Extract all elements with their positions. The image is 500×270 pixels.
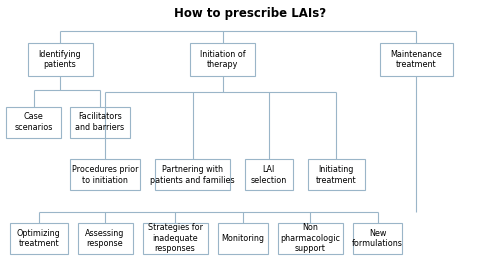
FancyBboxPatch shape <box>28 43 92 76</box>
Text: Optimizing
treatment: Optimizing treatment <box>17 229 60 248</box>
FancyBboxPatch shape <box>10 223 68 254</box>
Text: Initiation of
therapy: Initiation of therapy <box>200 50 246 69</box>
FancyBboxPatch shape <box>218 223 268 254</box>
Text: Partnering with
patients and families: Partnering with patients and families <box>150 165 235 184</box>
FancyBboxPatch shape <box>278 223 342 254</box>
FancyBboxPatch shape <box>70 159 140 190</box>
Text: Monitoring: Monitoring <box>221 234 264 243</box>
Text: New
formulations: New formulations <box>352 229 403 248</box>
Text: Case
scenarios: Case scenarios <box>14 113 52 132</box>
FancyBboxPatch shape <box>352 223 403 254</box>
Text: Procedures prior
to initiation: Procedures prior to initiation <box>72 165 138 184</box>
FancyBboxPatch shape <box>308 159 365 190</box>
Text: LAI
selection: LAI selection <box>250 165 287 184</box>
Text: Maintenance
treatment: Maintenance treatment <box>390 50 442 69</box>
FancyBboxPatch shape <box>245 159 292 190</box>
Text: Initiating
treatment: Initiating treatment <box>316 165 356 184</box>
Text: Strategies for
inadequate
responses: Strategies for inadequate responses <box>148 223 203 253</box>
FancyBboxPatch shape <box>190 43 255 76</box>
Text: Facilitators
and barriers: Facilitators and barriers <box>76 113 124 132</box>
FancyBboxPatch shape <box>155 159 230 190</box>
FancyBboxPatch shape <box>6 107 61 138</box>
FancyBboxPatch shape <box>70 107 130 138</box>
FancyBboxPatch shape <box>78 223 132 254</box>
Text: Identifying
patients: Identifying patients <box>38 50 82 69</box>
Text: Non
pharmacologic
support: Non pharmacologic support <box>280 223 340 253</box>
Text: How to prescribe LAIs?: How to prescribe LAIs? <box>174 7 326 20</box>
Text: Assessing
response: Assessing response <box>86 229 124 248</box>
FancyBboxPatch shape <box>380 43 452 76</box>
FancyBboxPatch shape <box>142 223 208 254</box>
